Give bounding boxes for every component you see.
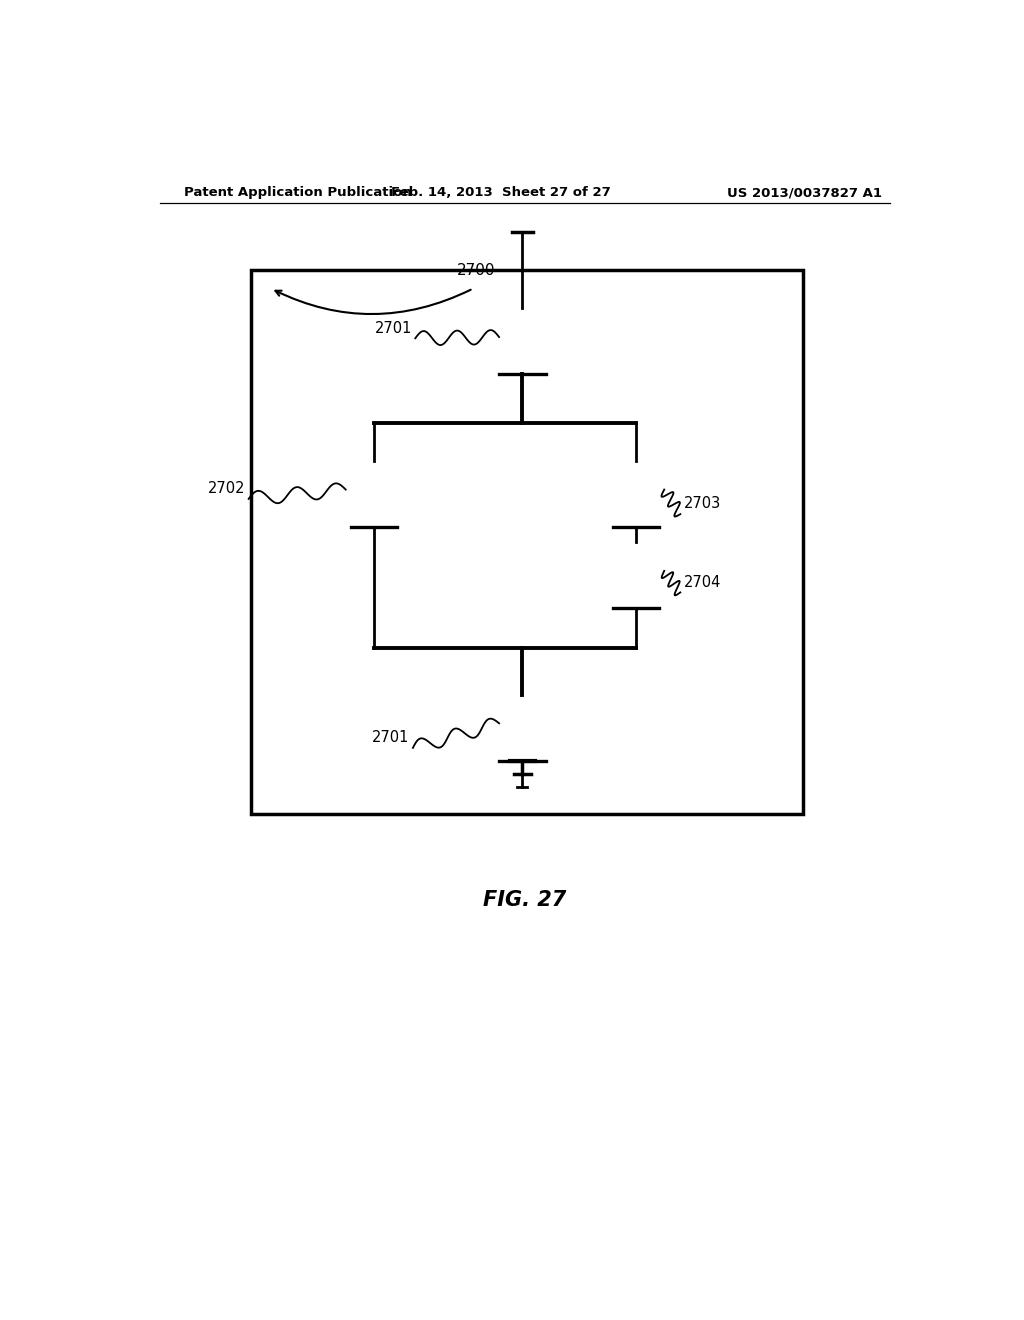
Text: 2703: 2703 xyxy=(684,496,721,511)
Text: Feb. 14, 2013  Sheet 27 of 27: Feb. 14, 2013 Sheet 27 of 27 xyxy=(391,186,611,199)
Text: Patent Application Publication: Patent Application Publication xyxy=(183,186,412,199)
Text: 2701: 2701 xyxy=(373,730,410,746)
Text: US 2013/0037827 A1: US 2013/0037827 A1 xyxy=(727,186,882,199)
Text: 2702: 2702 xyxy=(208,482,246,496)
Text: 2701: 2701 xyxy=(375,321,412,335)
Text: FIG. 27: FIG. 27 xyxy=(483,891,566,911)
Text: 2704: 2704 xyxy=(684,574,721,590)
Bar xyxy=(251,271,803,814)
Text: 2700: 2700 xyxy=(458,263,496,277)
